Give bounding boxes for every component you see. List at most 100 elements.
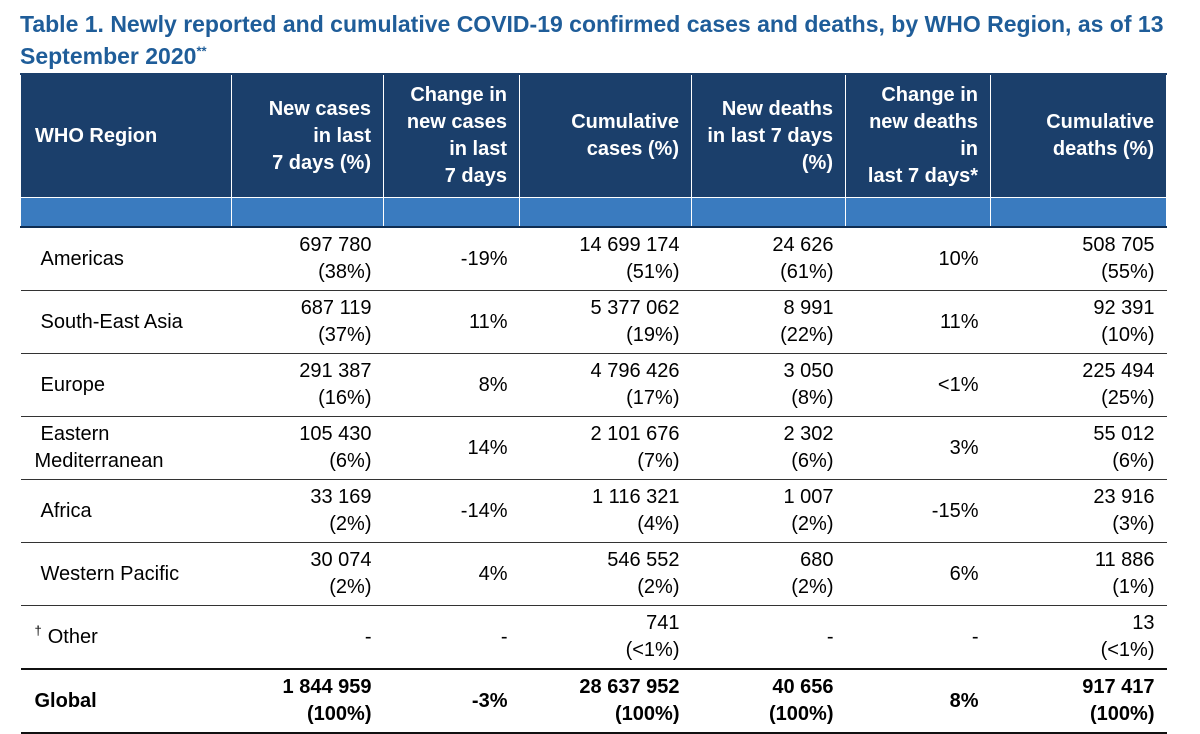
global-cum-cases-pct: (100%) (615, 703, 680, 725)
region-name: Americas (20, 227, 232, 291)
cum-deaths-value: 508 705 (1082, 234, 1155, 256)
new-cases-pct: (37%) (318, 324, 372, 346)
header-new-deaths: New deaths in last 7 days (%) (691, 73, 846, 198)
global-total-row: Global 1 844 959 (100%) -3% 28 637 952 (10… (20, 668, 1167, 734)
new-deaths-cell: - (691, 605, 846, 670)
new-cases-value: 291 387 (299, 360, 372, 382)
table-row: Eastern Mediterranean 105 430 (6%) 14% 2 … (20, 416, 1167, 480)
header-band-cell (20, 197, 232, 228)
region-label: Other (47, 625, 98, 648)
new-cases-cell: 697 780 (38%) (231, 227, 384, 291)
header-row: WHO Region New cases in last 7 days (%) … (20, 73, 1167, 198)
change-deaths-cell: 6% (845, 542, 991, 606)
new-cases-value: 697 780 (299, 234, 372, 256)
cum-cases-value: 2 101 676 (590, 423, 680, 445)
cum-cases-pct: (19%) (626, 324, 680, 346)
cum-deaths-pct: (25%) (1101, 387, 1155, 409)
cum-deaths-cell: 13 (<1%) (990, 605, 1167, 670)
change-deaths-cell: -15% (845, 479, 991, 543)
cum-deaths-value: 11 886 (1094, 549, 1155, 571)
new-deaths-cell: 1 007 (2%) (691, 479, 846, 543)
cum-cases-value: 4 796 426 (590, 360, 680, 382)
region-label: Western Pacific (40, 562, 180, 585)
new-deaths-cell: 3 050 (8%) (691, 353, 846, 417)
cum-deaths-pct: (1%) (1112, 576, 1155, 598)
header-change-new-cases: Change in new cases in last 7 days (383, 73, 520, 198)
new-deaths-pct: (2%) (791, 513, 834, 535)
change-deaths-cell: 3% (845, 416, 991, 480)
change-deaths-cell: <1% (845, 353, 991, 417)
new-deaths-pct: (2%) (791, 576, 834, 598)
new-cases-cell: 30 074 (2%) (231, 542, 384, 606)
cum-cases-value: 546 552 (607, 549, 680, 571)
table-row: Americas 697 780 (38%) -19% 14 699 174 (51… (20, 227, 1167, 291)
new-deaths-cell: 24 626 (61%) (691, 227, 846, 291)
cum-deaths-cell: 11 886 (1%) (990, 542, 1167, 606)
caption-text: Table 1. Newly reported and cumulative C… (20, 11, 1164, 69)
change-cases-cell: -14% (383, 479, 520, 543)
region-name: Africa (20, 479, 232, 543)
cum-cases-cell: 2 101 676 (7%) (519, 416, 692, 480)
global-cum-deaths-cell: 917 417 (100%) (990, 668, 1167, 734)
cum-cases-pct: (<1%) (625, 639, 680, 661)
cum-cases-value: 1 116 321 (592, 486, 680, 508)
cum-cases-pct: (7%) (637, 450, 680, 472)
cum-cases-pct: (4%) (637, 513, 680, 535)
new-deaths-pct: (61%) (780, 261, 834, 283)
cum-cases-cell: 14 699 174 (51%) (519, 227, 692, 291)
region-name: Western Pacific (20, 542, 232, 606)
header-band-cell (990, 197, 1167, 228)
new-deaths-pct: (6%) (791, 450, 834, 472)
new-deaths-value: 1 007 (783, 486, 834, 508)
cum-cases-pct: (17%) (626, 387, 680, 409)
new-deaths-cell: 8 991 (22%) (691, 290, 846, 354)
table-row: Africa 33 169 (2%) -14% 1 116 321 (4%) 1 0… (20, 479, 1167, 543)
global-new-cases-pct: (100%) (307, 703, 372, 725)
new-deaths-value: 24 626 (772, 234, 834, 256)
cum-deaths-cell: 55 012 (6%) (990, 416, 1167, 480)
header-band-cell (231, 197, 384, 228)
global-change-cases-cell: -3% (383, 668, 520, 734)
region-name: Europe (20, 353, 232, 417)
cum-deaths-value: 92 391 (1093, 297, 1155, 319)
change-cases-cell: - (383, 605, 520, 670)
new-deaths-value: 3 050 (783, 360, 834, 382)
table-row: Europe 291 387 (16%) 8% 4 796 426 (17%) 3 … (20, 353, 1167, 417)
header-cumulative-cases: Cumulative cases (%) (519, 73, 692, 198)
cum-deaths-value: 225 494 (1082, 360, 1155, 382)
region-label: Africa (40, 499, 92, 522)
cum-deaths-pct: (3%) (1112, 513, 1155, 535)
header-change-new-deaths: Change in new deaths in last 7 days* (845, 73, 991, 198)
cum-cases-cell: 5 377 062 (19%) (519, 290, 692, 354)
header-band-cell (519, 197, 692, 228)
cum-deaths-value: 23 916 (1093, 486, 1155, 508)
cum-deaths-pct: (6%) (1112, 450, 1155, 472)
region-label: Europe (40, 373, 106, 396)
change-cases-cell: 8% (383, 353, 520, 417)
new-cases-pct: (16%) (318, 387, 372, 409)
header-new-cases: New cases in last 7 days (%) (231, 73, 384, 198)
region-name: † Other (20, 605, 232, 670)
global-cum-deaths-value: 917 417 (1082, 676, 1155, 698)
region-label: South-East Asia (40, 310, 183, 333)
cum-cases-cell: 741 (<1%) (519, 605, 692, 670)
new-cases-pct: (38%) (318, 261, 372, 283)
header-band-cell (383, 197, 520, 228)
new-cases-cell: 33 169 (2%) (231, 479, 384, 543)
cum-deaths-cell: 225 494 (25%) (990, 353, 1167, 417)
new-deaths-value: 8 991 (783, 297, 834, 319)
cum-cases-value: 14 699 174 (579, 234, 680, 256)
new-cases-value: 33 169 (310, 486, 372, 508)
table-row: † Other - - 741 (<1%) - - 13 (<1%) (20, 605, 1167, 670)
cum-deaths-cell: 508 705 (55%) (990, 227, 1167, 291)
new-cases-pct: (2%) (329, 576, 372, 598)
footnote-mark: † (34, 622, 42, 638)
new-deaths-value: 680 (800, 549, 834, 571)
cum-cases-pct: (51%) (626, 261, 680, 283)
change-deaths-cell: 10% (845, 227, 991, 291)
cum-cases-value: 5 377 062 (590, 297, 680, 319)
change-cases-cell: -19% (383, 227, 520, 291)
change-cases-cell: 4% (383, 542, 520, 606)
global-new-deaths-value: 40 656 (772, 676, 834, 698)
